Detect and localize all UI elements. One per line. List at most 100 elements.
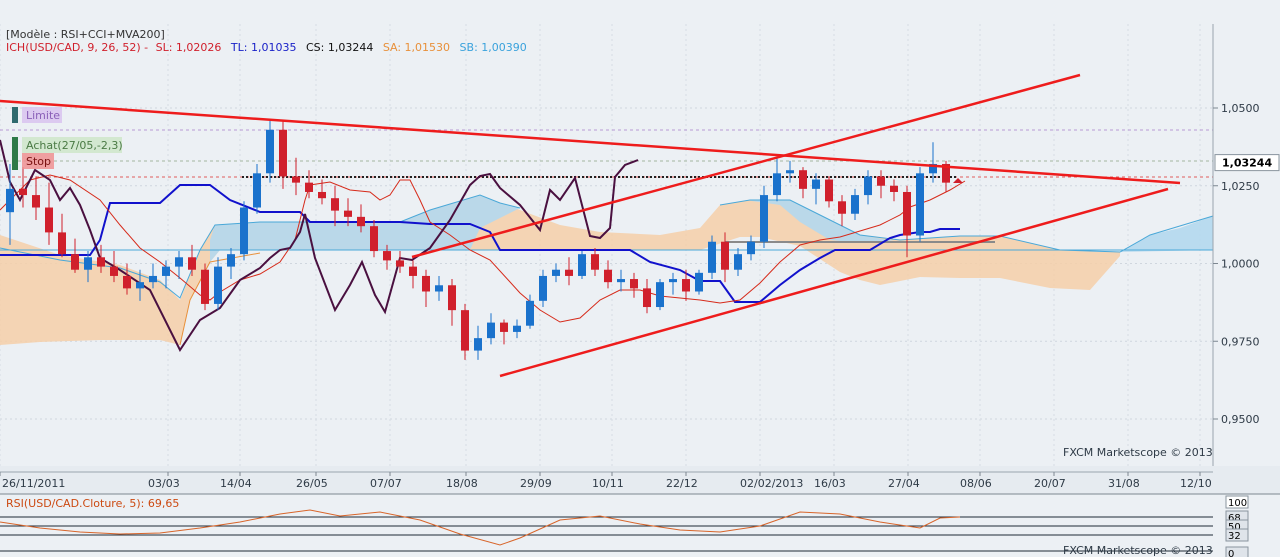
candle-bull[interactable] <box>214 266 222 304</box>
candle-bear[interactable] <box>279 129 287 177</box>
candle-bull[interactable] <box>734 254 742 270</box>
senkou-a-line <box>0 194 521 299</box>
candle-bull[interactable] <box>526 300 534 326</box>
candle-bear[interactable] <box>604 269 612 283</box>
candle-bear[interactable] <box>370 226 378 252</box>
candle-bear[interactable] <box>877 176 885 186</box>
candle-bear[interactable] <box>58 232 66 255</box>
rsi-tick-label: 32 <box>1228 531 1241 542</box>
cs-value: CS: 1,03244 <box>305 41 374 54</box>
current-price-box[interactable] <box>1214 154 1280 172</box>
candle-bull[interactable] <box>760 195 768 242</box>
candle-bull[interactable] <box>617 279 625 283</box>
candle-bear[interactable] <box>97 257 105 267</box>
candle-bear[interactable] <box>721 241 729 270</box>
candle-bear[interactable] <box>838 201 846 214</box>
candle-bull[interactable] <box>916 173 924 236</box>
cloud-bull-area <box>1120 216 1213 252</box>
candle-bear[interactable] <box>448 285 456 311</box>
candle-bear[interactable] <box>643 288 651 308</box>
candle-bull[interactable] <box>149 275 157 283</box>
candle-bull[interactable] <box>539 275 547 301</box>
candle-bear[interactable] <box>396 260 404 267</box>
candle-bear[interactable] <box>890 185 898 192</box>
candle-bear[interactable] <box>331 198 339 211</box>
candles[interactable] <box>6 120 950 360</box>
candle-bear[interactable] <box>565 269 573 276</box>
candle-bull[interactable] <box>84 257 92 270</box>
order-markers[interactable]: Limite Achat(27/05,-2,3) Stop <box>12 107 963 183</box>
candle-bear[interactable] <box>409 266 417 276</box>
ichimoku-legend: ICH(USD/CAD, 9, 26, 52) - SL: 1,02026 TL… <box>6 41 527 54</box>
candle-bull[interactable] <box>656 282 664 308</box>
candle-bull[interactable] <box>552 269 560 276</box>
candle-bull[interactable] <box>513 325 521 332</box>
time-axis[interactable] <box>0 466 1280 494</box>
candle-bull[interactable] <box>253 173 261 208</box>
descending-resistance-trendline[interactable] <box>0 99 1181 185</box>
trendlines[interactable] <box>0 73 1181 378</box>
candle-bull[interactable] <box>266 129 274 174</box>
candle-bull[interactable] <box>812 179 820 189</box>
candle-bull[interactable] <box>864 176 872 196</box>
candle-bull[interactable] <box>786 170 794 174</box>
candle-bear[interactable] <box>682 279 690 292</box>
candle-bull[interactable] <box>435 285 443 292</box>
candle-bear[interactable] <box>71 254 79 270</box>
stop-order-tag[interactable] <box>22 153 54 169</box>
channel-upper-trendline[interactable] <box>411 73 1081 259</box>
candle-bull[interactable] <box>851 195 859 214</box>
candle-bull[interactable] <box>162 266 170 276</box>
candle-bull[interactable] <box>227 254 235 267</box>
candle-bear[interactable] <box>123 275 131 289</box>
channel-lower-trendline[interactable] <box>499 187 1169 378</box>
candle-bear[interactable] <box>318 191 326 199</box>
entry-handle[interactable] <box>12 140 18 170</box>
candle-bear[interactable] <box>32 195 40 208</box>
candle-bear[interactable] <box>903 191 911 236</box>
candle-bear[interactable] <box>942 163 950 183</box>
candle-bull[interactable] <box>695 272 703 292</box>
candle-bull[interactable] <box>240 207 248 255</box>
price-axis[interactable] <box>1213 24 1280 466</box>
candle-bear[interactable] <box>591 254 599 270</box>
time-tick-label: 14/04 <box>220 477 252 490</box>
candle-bull[interactable] <box>669 279 677 283</box>
indicator-lines <box>0 139 966 352</box>
candle-bull[interactable] <box>747 241 755 255</box>
candle-bear[interactable] <box>344 210 352 217</box>
limit-order-handle[interactable] <box>12 107 18 123</box>
candle-bear[interactable] <box>630 279 638 289</box>
candle-bull[interactable] <box>136 282 144 289</box>
candle-bear[interactable] <box>201 269 209 304</box>
candle-bear[interactable] <box>422 275 430 292</box>
candle-bull[interactable] <box>6 188 14 213</box>
candle-bear[interactable] <box>383 251 391 261</box>
time-tick-label: 26/11/2011 <box>2 477 65 490</box>
candle-bull[interactable] <box>708 241 716 273</box>
candle-bear[interactable] <box>45 207 53 233</box>
candle-bear[interactable] <box>110 266 118 276</box>
candle-bear[interactable] <box>461 310 469 351</box>
candle-bull[interactable] <box>929 163 937 174</box>
candle-bull[interactable] <box>175 257 183 267</box>
candle-bull[interactable] <box>578 254 586 276</box>
candle-bear[interactable] <box>500 322 508 332</box>
candle-bear[interactable] <box>292 176 300 183</box>
candle-bear[interactable] <box>799 170 807 189</box>
candle-bear[interactable] <box>825 179 833 202</box>
time-tick-label: 08/06 <box>960 477 992 490</box>
candle-bear[interactable] <box>305 182 313 192</box>
candle-bear[interactable] <box>19 188 27 196</box>
candle-bear[interactable] <box>188 257 196 270</box>
candle-bull[interactable] <box>487 322 495 339</box>
cloud-bull-area <box>210 195 520 262</box>
candle-bull[interactable] <box>773 173 781 196</box>
candle-bear[interactable] <box>357 216 365 227</box>
candle-bull[interactable] <box>474 338 482 351</box>
buy-order-tag[interactable] <box>22 137 122 153</box>
limit-order-tag[interactable] <box>22 107 62 123</box>
sa-value: SA: 1,01530 <box>382 41 451 54</box>
price-axis-ticks: 1,0500 1,0250 1,0000 0,9750 0,9500 1,03244 <box>1213 102 1280 426</box>
